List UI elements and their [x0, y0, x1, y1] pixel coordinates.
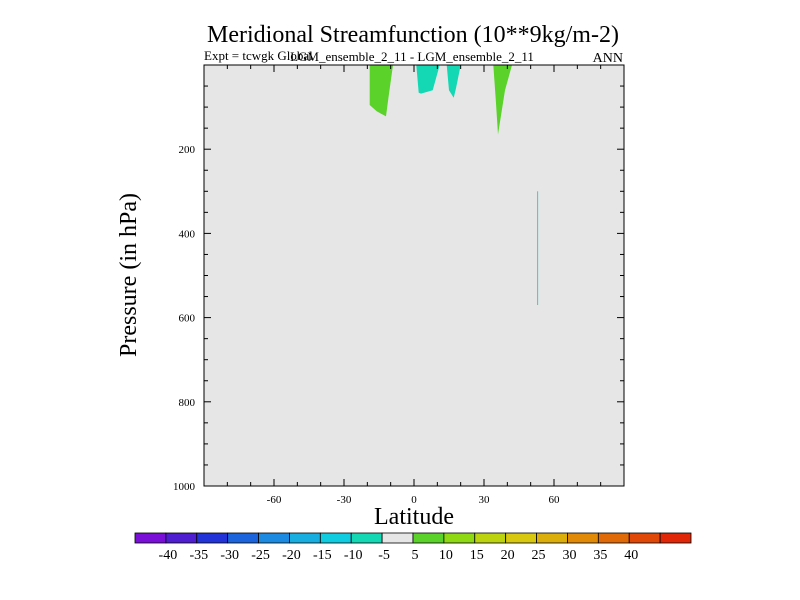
colorbar-label: -10: [344, 548, 363, 563]
axis-ticks: [203, 64, 625, 487]
colorbar-swatch: [289, 532, 321, 544]
x-tick-labels: -60 -30 0 30 60: [267, 494, 560, 506]
colorbar-swatch: [505, 532, 537, 544]
colorbar-label: 35: [593, 548, 607, 563]
colorbar: [134, 532, 692, 544]
colorbar-label: -30: [220, 548, 239, 563]
y-tick-label: 600: [179, 313, 196, 325]
colorbar-swatch: [196, 532, 229, 544]
colorbar-swatch: [381, 532, 414, 544]
colorbar-labels: -40 -35 -30 -25 -20 -15 -10 -5 5 10 15 20 25 30 35 40: [159, 548, 639, 563]
colorbar-swatch: [659, 532, 692, 544]
x-tick-label: -30: [337, 494, 352, 506]
y-tick-label: 200: [179, 144, 196, 156]
colorbar-label: 15: [470, 548, 484, 563]
region-green-b: [493, 65, 512, 135]
subtitle-comparison: LGM_ensemble_2_11 - LGM_ensemble_2_11: [290, 49, 534, 64]
colorbar-swatch: [628, 532, 661, 544]
y-tick-label: 800: [179, 397, 196, 409]
region-teal-a: [416, 65, 440, 94]
colorbar-swatch: [258, 532, 290, 544]
colorbar-swatch: [319, 532, 352, 544]
colorbar-label: 25: [532, 548, 546, 563]
chart-title: Meridional Streamfunction (10**9kg/m-2): [207, 22, 619, 48]
x-tick-label: 0: [411, 494, 417, 506]
x-axis-label: Latitude: [374, 504, 454, 530]
y-axis-label: Pressure (in hPa): [116, 193, 142, 357]
colorbar-label: 10: [439, 548, 453, 563]
colorbar-swatch: [412, 532, 445, 544]
colorbar-label: -5: [378, 548, 390, 563]
plot-background: [204, 65, 624, 486]
colorbar-label: 40: [624, 548, 638, 563]
contour-regions: [369, 65, 539, 305]
region-green-a: [369, 65, 393, 117]
y-tick-label: 1000: [173, 481, 196, 493]
colorbar-label: -20: [282, 548, 301, 563]
colorbar-swatch: [567, 532, 599, 544]
colorbar-swatch: [227, 532, 259, 544]
subtitle-experiment: Expt = tcwgk Global: [204, 48, 313, 63]
colorbar-swatch: [443, 532, 476, 544]
region-teal-c: [537, 191, 539, 305]
colorbar-swatch: [134, 532, 167, 544]
colorbar-swatch: [474, 532, 507, 544]
colorbar-label: -25: [251, 548, 270, 563]
subtitle-season: ANN: [593, 51, 623, 66]
x-tick-label: 60: [549, 494, 561, 506]
y-tick-labels: 200 400 600 800 1000: [173, 144, 196, 493]
region-teal-b: [446, 65, 461, 98]
colorbar-label: -35: [189, 548, 208, 563]
colorbar-swatch: [165, 532, 198, 544]
colorbar-swatch: [597, 532, 630, 544]
x-tick-label: -60: [267, 494, 282, 506]
colorbar-swatch: [536, 532, 568, 544]
colorbar-label: 20: [501, 548, 515, 563]
colorbar-label: 5: [412, 548, 419, 563]
plot-area: -60 -30 0 30 60 200 400 600 800 1000: [173, 64, 625, 506]
colorbar-swatch: [350, 532, 383, 544]
x-tick-label: 30: [479, 494, 491, 506]
colorbar-label: -40: [159, 548, 178, 563]
y-tick-label: 400: [179, 228, 196, 240]
colorbar-label: 30: [562, 548, 576, 563]
colorbar-label: -15: [313, 548, 332, 563]
